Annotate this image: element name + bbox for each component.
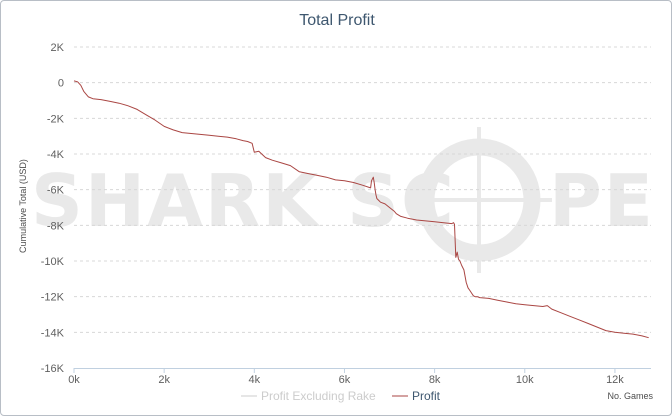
x-tick-label: 10k [516, 374, 534, 386]
x-axis-ticks: 0k 2k 4k 6k 8k 10k 12k [68, 368, 624, 386]
y-tick-label: 2K [51, 42, 65, 54]
y-tick-label: -6K [47, 185, 65, 197]
y-tick-label: -10K [41, 256, 65, 268]
watermark-text-pe: PE [549, 159, 655, 243]
watermark: SHARK SC PE [31, 127, 655, 273]
x-tick-label: 4k [249, 374, 261, 386]
watermark-text: SHARK SC [31, 159, 456, 243]
y-tick-label: -8K [47, 220, 65, 232]
legend-label: Profit Excluding Rake [261, 389, 376, 403]
x-tick-label: 8k [429, 374, 441, 386]
y-tick-label: -14K [41, 327, 65, 339]
x-tick-label: 0k [68, 374, 80, 386]
y-tick-label: -12K [41, 292, 65, 304]
y-axis-title: Cumulative Total (USD) [18, 159, 28, 253]
x-tick-label: 2k [158, 374, 170, 386]
chart-svg: SHARK SC PE 2K 0 -2K -4K -6K -8K -10K -12K -14K -… [1, 1, 672, 417]
x-tick-label: 6k [339, 374, 351, 386]
y-tick-label: -4K [47, 149, 65, 161]
y-tick-label: -2K [47, 113, 65, 125]
x-tick-label: 12k [606, 374, 624, 386]
y-tick-label: -16K [41, 363, 65, 375]
legend-label: Profit [412, 389, 441, 403]
legend: Profit Excluding Rake Profit [241, 389, 441, 403]
chart-container: SHARK SC PE 2K 0 -2K -4K -6K -8K -10K -12K -14K -… [0, 0, 672, 416]
legend-item-profit[interactable]: Profit [392, 389, 441, 403]
x-axis-title: No. Games [607, 391, 653, 401]
y-tick-label: 0 [58, 78, 64, 90]
legend-item-profit-excluding-rake[interactable]: Profit Excluding Rake [241, 389, 376, 403]
chart-title: Total Profit [299, 12, 375, 29]
